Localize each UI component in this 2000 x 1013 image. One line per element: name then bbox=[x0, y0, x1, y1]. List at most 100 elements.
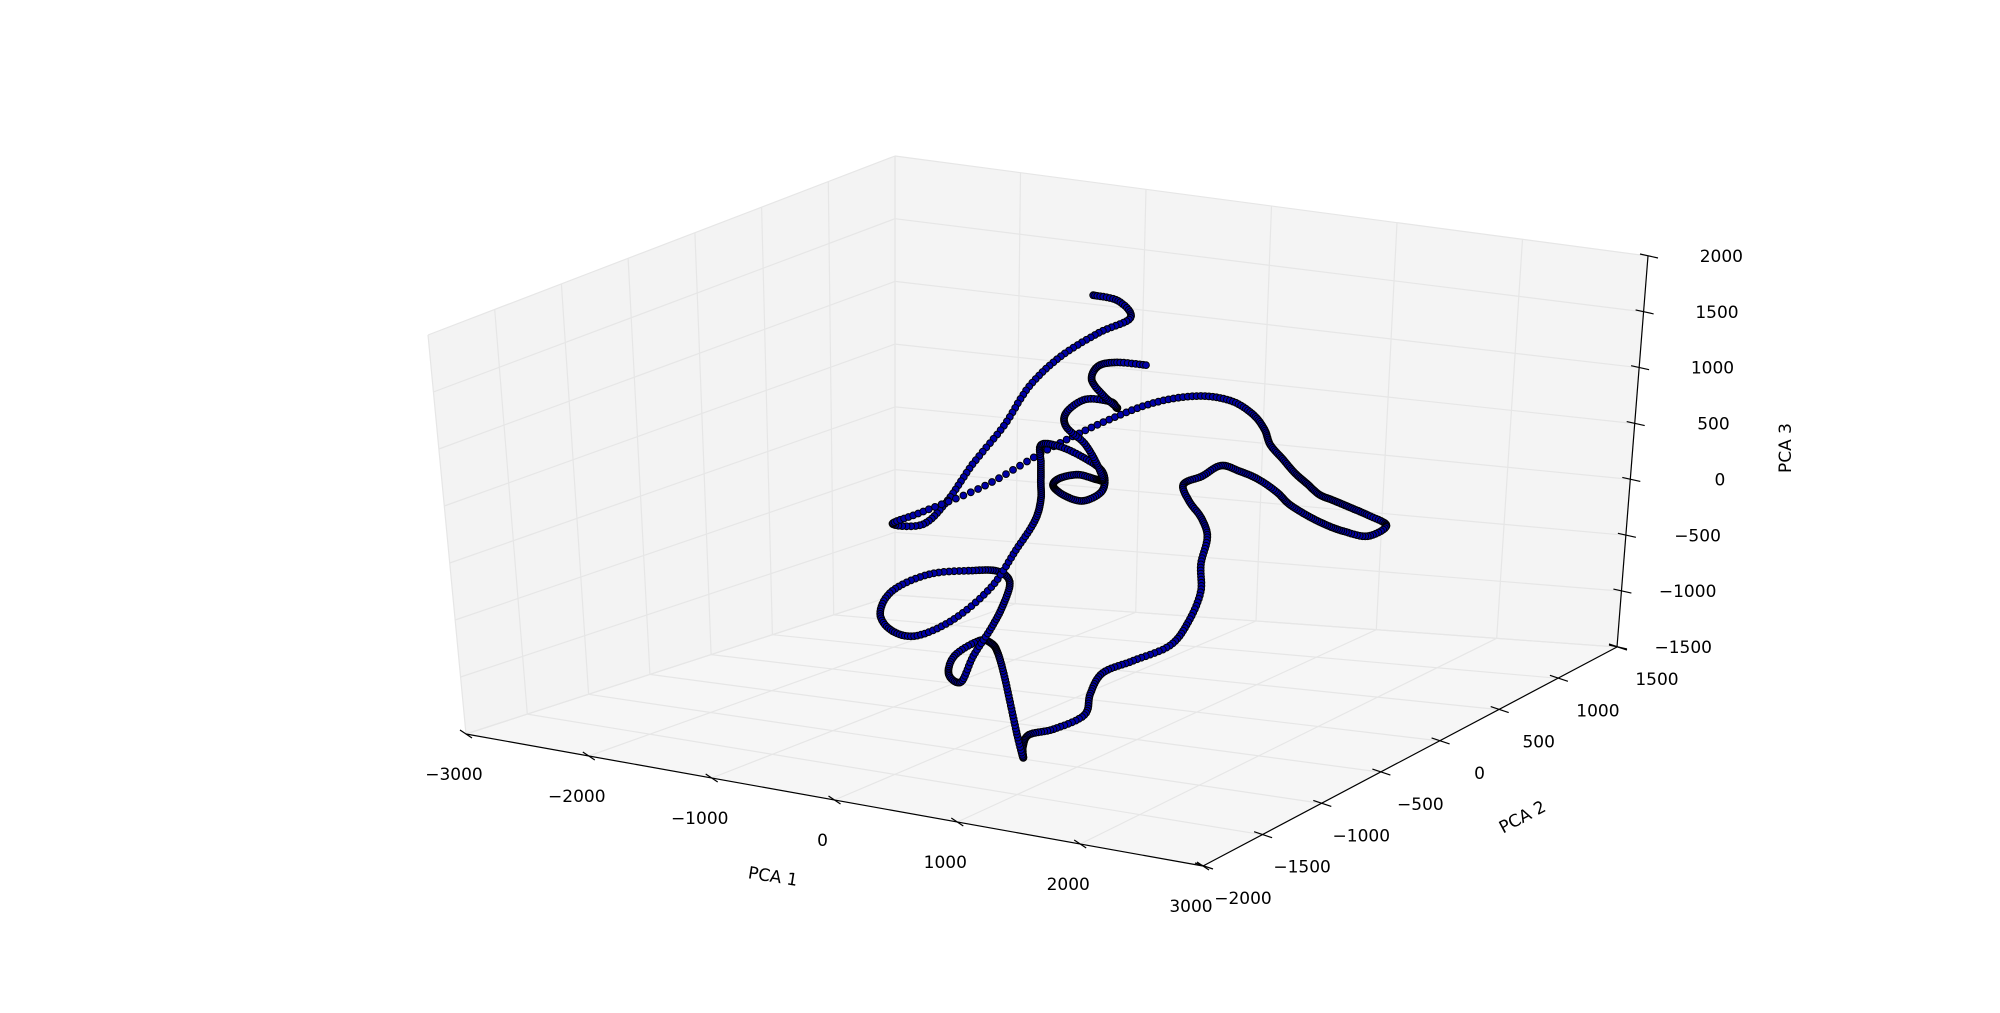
data-points bbox=[876, 291, 1391, 762]
grid-line-x-back bbox=[1496, 239, 1524, 639]
grid-line-z-back bbox=[894, 343, 1635, 425]
z-tick-mark bbox=[1622, 476, 1641, 482]
grid-line-z-side bbox=[460, 531, 896, 678]
grid-line-x-back bbox=[1375, 222, 1398, 630]
grid-line-z-back bbox=[894, 218, 1644, 313]
grid-line-x-back bbox=[1014, 172, 1022, 604]
grid-line-y-floor bbox=[527, 713, 1263, 836]
x-tick-label: −2000 bbox=[548, 787, 606, 807]
grid-line-x-floor bbox=[957, 629, 1377, 823]
x-axis-label: PCA 1 bbox=[747, 863, 799, 891]
grid-line-x-back bbox=[1135, 189, 1147, 613]
grid-line-x-back bbox=[1255, 205, 1273, 622]
x-tick-label: −1000 bbox=[671, 809, 729, 829]
grid-line-x-floor bbox=[1079, 637, 1497, 845]
scatter-point bbox=[1016, 461, 1024, 470]
grid-line-z-side bbox=[465, 594, 896, 735]
x-tick-label: 2000 bbox=[1047, 875, 1090, 895]
y-tick-label: −500 bbox=[1397, 795, 1444, 815]
scatter-point bbox=[1029, 453, 1038, 462]
scatter-point bbox=[1081, 426, 1090, 435]
z-tick-label: 1000 bbox=[1691, 359, 1734, 379]
grid-line-y-side bbox=[827, 181, 835, 615]
z-tick-mark bbox=[1613, 588, 1632, 594]
grid-line-z-back bbox=[894, 594, 1618, 648]
y-tick-label: −2000 bbox=[1214, 889, 1272, 909]
grid-lines bbox=[427, 155, 1649, 867]
x-tick-mark bbox=[459, 729, 473, 739]
y-tick-mark bbox=[1372, 768, 1391, 776]
grid-line-x-floor bbox=[711, 611, 1136, 779]
z-tick-label: −500 bbox=[1674, 526, 1721, 546]
y-tick-mark bbox=[1194, 862, 1214, 870]
z-tick-mark bbox=[1608, 644, 1628, 650]
grid-line-z-side bbox=[433, 218, 896, 393]
z-axis-line bbox=[1616, 255, 1649, 648]
x-tick-label: 3000 bbox=[1169, 897, 1212, 917]
y-tick-label: 1500 bbox=[1635, 670, 1678, 690]
grid-line-y-floor bbox=[772, 634, 1499, 711]
scatter-point bbox=[974, 485, 982, 493]
y-tick-mark bbox=[1431, 737, 1450, 745]
z-tick-mark bbox=[1617, 532, 1637, 538]
y-tick-label: −1500 bbox=[1273, 858, 1331, 878]
scatter-point bbox=[1002, 470, 1010, 479]
grid-line-y-floor bbox=[588, 693, 1322, 804]
x-tick-mark bbox=[705, 773, 719, 783]
z-tick-label: 500 bbox=[1697, 415, 1729, 435]
y-tick-mark bbox=[1549, 674, 1569, 682]
grid-line-y-floor bbox=[833, 614, 1558, 679]
scatter-point bbox=[937, 500, 946, 509]
scatter-point bbox=[988, 478, 996, 486]
grid-line-z-back bbox=[894, 469, 1626, 536]
x-tick-label: −3000 bbox=[425, 765, 483, 785]
x-tick-mark bbox=[582, 751, 596, 761]
z-tick-label: 1500 bbox=[1695, 303, 1738, 323]
grid-line-z-side bbox=[449, 406, 896, 564]
grid-line-y-side bbox=[560, 283, 590, 695]
scatter-point bbox=[959, 491, 968, 500]
y-axis-label: PCA 2 bbox=[1496, 797, 1550, 838]
scatter-point bbox=[1023, 457, 1031, 466]
x-tick-mark bbox=[1073, 839, 1087, 849]
axis-lines bbox=[459, 253, 1659, 871]
scatter-point bbox=[995, 474, 1003, 483]
grid-line-z-side bbox=[438, 280, 896, 450]
grid-line-x-floor bbox=[834, 620, 1257, 801]
scatter-point bbox=[944, 497, 953, 506]
back-pane bbox=[895, 156, 1648, 647]
y-tick-label: 0 bbox=[1474, 764, 1485, 784]
z-tick-label: 2000 bbox=[1700, 247, 1743, 267]
z-tick-mark bbox=[1639, 253, 1659, 259]
grid-line-y-side bbox=[427, 334, 467, 735]
grid-line-z-back bbox=[894, 406, 1631, 480]
grid-line-y-side bbox=[694, 232, 712, 655]
z-tick-mark bbox=[1630, 365, 1650, 371]
scatter-point bbox=[952, 494, 960, 503]
y-axis-line bbox=[1202, 646, 1618, 867]
grid-line-y-side bbox=[761, 207, 773, 635]
grid-line-z-back bbox=[894, 280, 1640, 369]
y-tick-label: −1000 bbox=[1333, 826, 1391, 846]
grid-line-z-side bbox=[427, 155, 896, 336]
scatter-point bbox=[1062, 435, 1071, 444]
z-tick-label: 0 bbox=[1714, 470, 1725, 490]
grid-line-y-floor bbox=[711, 654, 1440, 742]
y-tick-mark bbox=[1253, 831, 1273, 839]
y-tick-mark bbox=[1490, 706, 1509, 714]
scatter-point bbox=[1142, 361, 1150, 370]
x-tick-mark bbox=[828, 795, 841, 805]
y-tick-label: 500 bbox=[1522, 733, 1554, 753]
z-tick-mark bbox=[1626, 421, 1645, 427]
grid-line-z-back bbox=[894, 531, 1622, 592]
z-tick-label: −1000 bbox=[1659, 582, 1717, 602]
y-tick-label: 1000 bbox=[1576, 701, 1619, 721]
z-axis-label: PCA 3 bbox=[1776, 423, 1796, 473]
z-tick-label: −1500 bbox=[1654, 638, 1712, 658]
scatter-point bbox=[981, 481, 989, 490]
grid-line-z-side bbox=[454, 469, 896, 621]
grid-line-z-side bbox=[444, 343, 896, 507]
grid-line-z-back bbox=[894, 155, 1649, 257]
